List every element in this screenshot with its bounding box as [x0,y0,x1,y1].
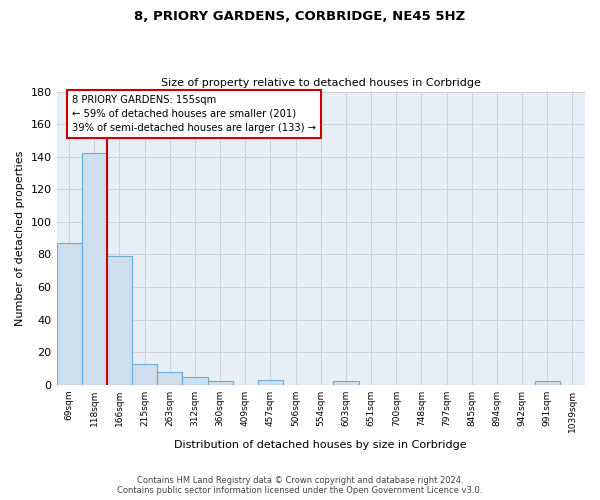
Y-axis label: Number of detached properties: Number of detached properties [15,150,25,326]
Bar [107,256,132,384]
Text: 8, PRIORY GARDENS, CORBRIDGE, NE45 5HZ: 8, PRIORY GARDENS, CORBRIDGE, NE45 5HZ [134,10,466,23]
Text: Contains HM Land Registry data © Crown copyright and database right 2024.
Contai: Contains HM Land Registry data © Crown c… [118,476,482,495]
X-axis label: Distribution of detached houses by size in Corbridge: Distribution of detached houses by size … [175,440,467,450]
Bar [535,382,560,384]
Bar [157,372,182,384]
Bar [182,376,208,384]
Bar [132,364,157,384]
Text: 8 PRIORY GARDENS: 155sqm
← 59% of detached houses are smaller (201)
39% of semi-: 8 PRIORY GARDENS: 155sqm ← 59% of detach… [71,95,316,133]
Bar [208,382,233,384]
Bar [82,154,107,384]
Bar [334,382,359,384]
Bar [258,380,283,384]
Bar [56,243,82,384]
Title: Size of property relative to detached houses in Corbridge: Size of property relative to detached ho… [161,78,481,88]
